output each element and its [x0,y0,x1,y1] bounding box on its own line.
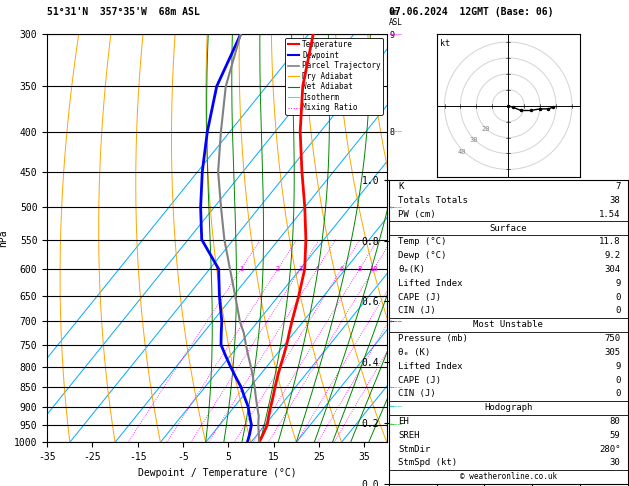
Text: Temp (°C): Temp (°C) [398,238,447,246]
Text: StmSpd (kt): StmSpd (kt) [398,458,457,468]
Text: Dewp (°C): Dewp (°C) [398,251,447,260]
Text: 40: 40 [458,149,467,155]
Text: ←——: ←—— [390,422,403,428]
Text: ←——: ←—— [390,204,403,210]
Text: 20: 20 [481,126,489,132]
Text: 0: 0 [615,307,621,315]
Text: Totals Totals: Totals Totals [398,196,468,205]
Text: 1: 1 [389,425,394,434]
Text: 8: 8 [357,266,362,272]
Text: PW (cm): PW (cm) [398,210,436,219]
Text: 38: 38 [610,196,621,205]
Text: θₑ(K): θₑ(K) [398,265,425,274]
Text: θₑ (K): θₑ (K) [398,348,430,357]
Text: ←——: ←—— [390,129,403,135]
Text: 4: 4 [315,266,320,272]
Text: Most Unstable: Most Unstable [473,320,543,330]
Text: Surface: Surface [489,224,527,233]
Text: © weatheronline.co.uk: © weatheronline.co.uk [460,472,557,481]
Text: 9: 9 [615,279,621,288]
Text: 07.06.2024  12GMT (Base: 06): 07.06.2024 12GMT (Base: 06) [389,7,554,17]
Text: SREH: SREH [398,431,420,440]
Text: 5: 5 [389,317,394,326]
Text: 9.2: 9.2 [604,251,621,260]
Text: 51°31'N  357°35'W  68m ASL: 51°31'N 357°35'W 68m ASL [47,7,200,17]
Text: LCL: LCL [389,426,403,434]
Text: 10: 10 [369,266,378,272]
Text: K: K [398,182,404,191]
Text: Pressure (mb): Pressure (mb) [398,334,468,343]
Text: 30: 30 [470,137,478,143]
Text: 3: 3 [389,385,394,394]
Text: CAPE (J): CAPE (J) [398,376,442,384]
Text: 7: 7 [389,204,394,212]
Text: ←——: ←—— [390,31,403,37]
Text: ←——: ←—— [390,384,403,390]
Text: kt: kt [440,39,450,48]
Text: km
ASL: km ASL [389,8,403,27]
Text: 6: 6 [340,266,343,272]
Text: 0: 0 [615,376,621,384]
Text: 1: 1 [239,266,243,272]
Text: 11.8: 11.8 [599,238,621,246]
Text: Lifted Index: Lifted Index [398,362,463,371]
Legend: Temperature, Dewpoint, Parcel Trajectory, Dry Adiabat, Wet Adiabat, Isotherm, Mi: Temperature, Dewpoint, Parcel Trajectory… [286,38,383,115]
Text: 2: 2 [389,405,394,414]
Text: 9: 9 [389,31,394,40]
Text: StmDir: StmDir [398,445,430,453]
Text: 7: 7 [615,182,621,191]
Text: 3: 3 [298,266,303,272]
Text: 8: 8 [389,128,394,137]
Text: 59: 59 [610,431,621,440]
X-axis label: Dewpoint / Temperature (°C): Dewpoint / Temperature (°C) [138,468,296,478]
Text: 0: 0 [615,389,621,399]
Text: CIN (J): CIN (J) [398,389,436,399]
Text: 750: 750 [604,334,621,343]
Text: ←——: ←—— [390,403,403,410]
Text: 304: 304 [604,265,621,274]
Text: 6: 6 [389,265,394,274]
Text: ←——: ←—— [390,318,403,324]
Text: Hodograph: Hodograph [484,403,532,412]
Text: Lifted Index: Lifted Index [398,279,463,288]
Text: CIN (J): CIN (J) [398,307,436,315]
Text: 0: 0 [615,293,621,302]
Text: 2: 2 [276,266,280,272]
Text: 30: 30 [610,458,621,468]
Text: 1.54: 1.54 [599,210,621,219]
Text: EH: EH [398,417,409,426]
Text: 80: 80 [610,417,621,426]
Text: 4: 4 [389,366,394,375]
Text: CAPE (J): CAPE (J) [398,293,442,302]
Text: 305: 305 [604,348,621,357]
Text: 9: 9 [615,362,621,371]
Text: 280°: 280° [599,445,621,453]
Y-axis label: hPa: hPa [0,229,8,247]
